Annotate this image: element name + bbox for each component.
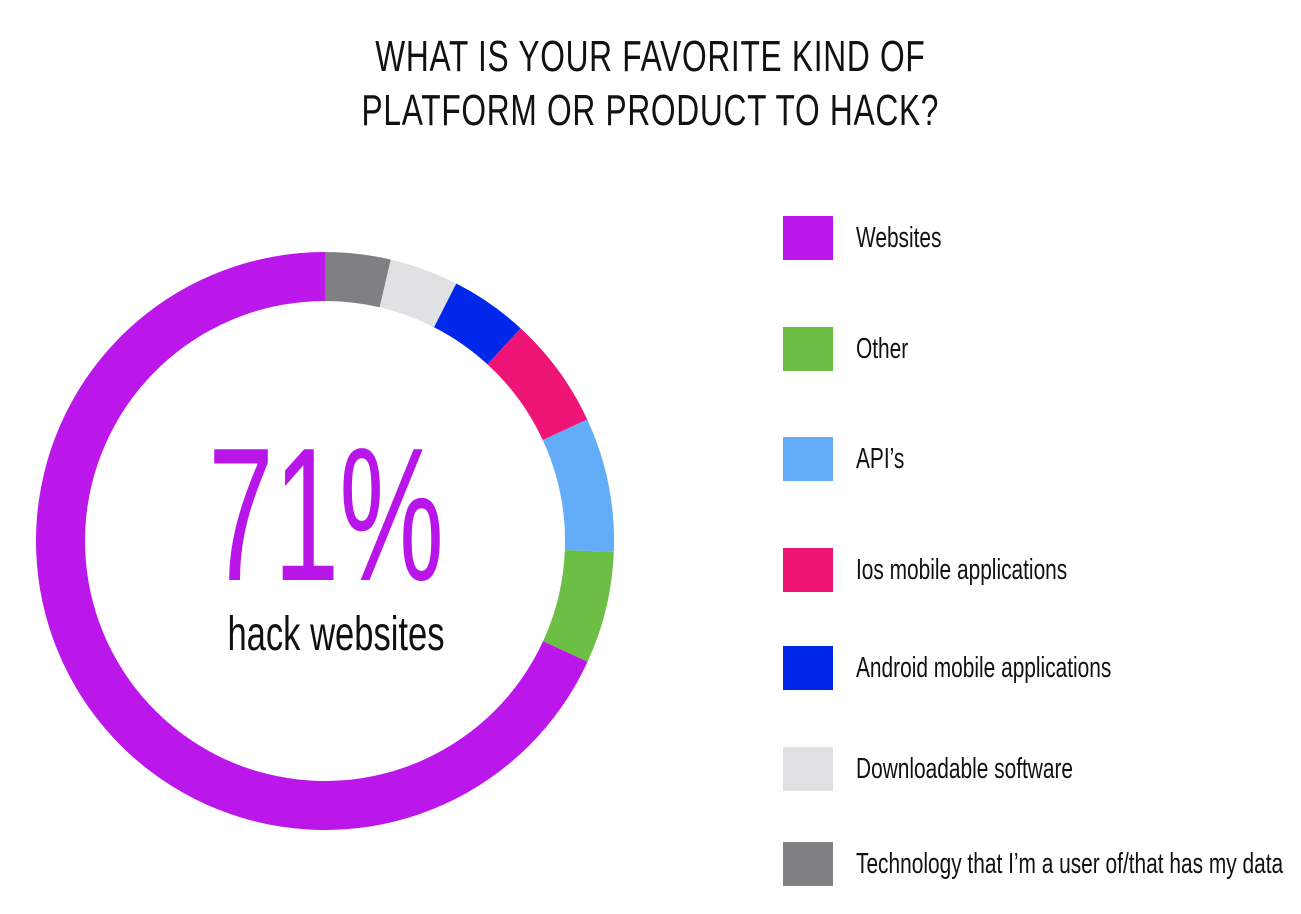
legend-swatch-downloadable-software (783, 747, 833, 791)
legend-label-websites: Websites (856, 222, 942, 254)
donut-segment-ios-mobile-applications (487, 328, 588, 441)
legend-swatch-apis (783, 437, 833, 481)
legend-label-downloadable-software: Downloadable software (856, 753, 1074, 785)
donut-segment-technology-that-i-m-a-user-of-that-has-my-data (325, 252, 391, 308)
center-percentage: 71% (208, 409, 444, 621)
legend-swatch-other (783, 327, 833, 371)
legend-swatch-technology-user (783, 842, 833, 886)
donut-segment-android-mobile-applications (434, 283, 521, 365)
legend-swatch-android-mobile (783, 646, 833, 690)
legend-item-technology-user: Technology that I’m a user of/that has m… (783, 842, 1301, 886)
chart-title-line-2: PLATFORM OR PRODUCT TO HACK? (361, 86, 940, 135)
legend-item-other: Other (783, 327, 1301, 371)
center-caption: hack websites (227, 608, 445, 661)
donut-segment-downloadable-software (379, 259, 457, 328)
legend-label-technology-user: Technology that I’m a user of/that has m… (856, 848, 1284, 880)
legend-label-apis: API’s (856, 443, 905, 475)
legend-item-ios-mobile: Ios mobile applications (783, 548, 1301, 592)
legend-label-android-mobile: Android mobile applications (856, 652, 1112, 684)
legend-item-downloadable-software: Downloadable software (783, 747, 1301, 791)
donut-segment-other (543, 550, 614, 662)
legend-item-android-mobile: Android mobile applications (783, 646, 1301, 690)
donut-segment-api-s (542, 419, 614, 552)
chart-title: WHAT IS YOUR FAVORITE KIND OF PLATFORM O… (182, 30, 1119, 138)
legend-swatch-ios-mobile (783, 548, 833, 592)
donut-chart (36, 252, 614, 830)
legend-item-websites: Websites (783, 216, 1301, 260)
legend-label-other: Other (856, 333, 909, 365)
legend-item-apis: API’s (783, 437, 1301, 481)
chart-title-line-1: WHAT IS YOUR FAVORITE KIND OF (375, 32, 926, 81)
legend-label-ios-mobile: Ios mobile applications (856, 554, 1068, 586)
legend-swatch-websites (783, 216, 833, 260)
